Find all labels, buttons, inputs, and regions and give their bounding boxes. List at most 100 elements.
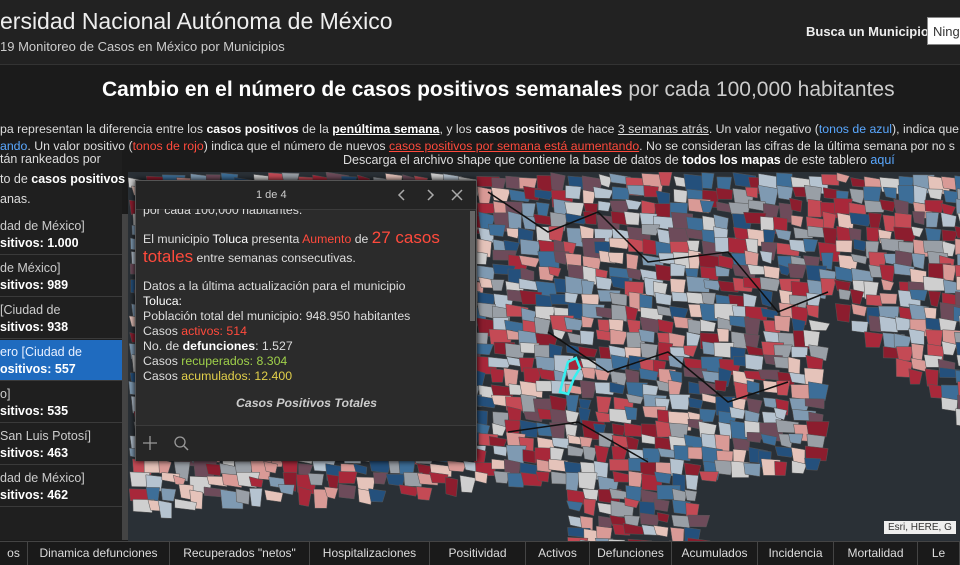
- municipality: [923, 276, 945, 291]
- list-item[interactable]: dad de México]sitivos: 1.000: [0, 214, 122, 255]
- popup-tools[interactable]: [142, 434, 202, 452]
- municipality: [957, 276, 960, 290]
- municipality: [475, 252, 487, 265]
- popup-line: No. de defunciones: 1.527: [143, 339, 293, 353]
- text-segment: tonos de rojo: [133, 139, 204, 153]
- title-light: por cada 100,000 habitantes: [628, 78, 894, 101]
- municipality: [674, 189, 688, 203]
- municipality: [688, 319, 701, 334]
- tab[interactable]: os: [0, 542, 28, 565]
- municipality: [863, 187, 881, 202]
- text-segment: : 12.400: [248, 369, 292, 383]
- tab[interactable]: Le: [918, 542, 960, 565]
- municipality: [717, 329, 729, 342]
- municipality: [249, 488, 262, 506]
- search-dropdown[interactable]: Ning: [927, 17, 960, 45]
- municipality: [775, 461, 787, 475]
- text-segment: de este tablero: [781, 153, 871, 167]
- popup-line: Toluca:: [143, 294, 182, 308]
- municipality: [610, 293, 627, 306]
- text-segment: 3 semanas atrás: [618, 122, 709, 136]
- text-segment: casos positivos: [475, 122, 567, 136]
- text-segment: : 8.304: [250, 354, 288, 368]
- item-name: dad de México]: [0, 219, 85, 233]
- tab[interactable]: Dinamica defunciones: [28, 542, 170, 565]
- text-segment: entre semanas consecutivas.: [193, 251, 356, 265]
- municipality: [206, 464, 222, 476]
- municipality: [477, 186, 492, 203]
- municipality: [492, 178, 506, 189]
- municipality: [643, 239, 657, 255]
- tab[interactable]: Acumulados: [672, 542, 758, 565]
- municipality: [808, 382, 828, 401]
- close-button[interactable]: [452, 190, 462, 200]
- popup-line: Casos acumulados: 12.400: [143, 369, 292, 383]
- municipality: [611, 305, 627, 322]
- text-segment: de: [351, 232, 372, 246]
- item-value: ositivos: 557: [0, 362, 76, 376]
- tab[interactable]: Mortalidad: [834, 542, 918, 565]
- popup-scrollbar[interactable]: [470, 211, 475, 321]
- municipality: [764, 266, 780, 279]
- municipality: [490, 369, 504, 383]
- zoom-icon[interactable]: [175, 437, 185, 447]
- municipality: [639, 329, 655, 342]
- tab[interactable]: Incidencia: [758, 542, 834, 565]
- municipality: [763, 398, 777, 409]
- municipality: [760, 277, 780, 291]
- tab[interactable]: Positividad: [430, 542, 526, 565]
- municipality: [628, 471, 642, 487]
- text-segment: No. de: [143, 339, 183, 353]
- item-name: de México]: [0, 261, 60, 275]
- municipality: [670, 263, 685, 276]
- text-segment: aquí: [870, 153, 894, 167]
- list-intro: tán rankeados por: [0, 152, 101, 166]
- tab[interactable]: Activos: [526, 542, 590, 565]
- municipality: [339, 471, 358, 483]
- list-item[interactable]: dad de México]sitivos: 462: [0, 466, 122, 507]
- list-item[interactable]: de México]sitivos: 989: [0, 256, 122, 297]
- list-item[interactable]: o]sitivos: 535: [0, 382, 122, 423]
- tab[interactable]: Defunciones: [590, 542, 672, 565]
- municipality: [685, 490, 697, 501]
- municipality: [670, 527, 684, 541]
- municipality: [791, 347, 808, 358]
- municipality: [582, 316, 594, 327]
- municipality: [668, 356, 684, 368]
- tab[interactable]: Hospitalizaciones: [310, 542, 430, 565]
- popup-toolbar: [136, 425, 476, 461]
- list-item[interactable]: San Luis Potosí]sitivos: 463: [0, 424, 122, 465]
- municipality: [821, 174, 839, 185]
- popup-controls[interactable]: [391, 187, 471, 203]
- list-item[interactable]: ero [Ciudad de ositivos: 557: [0, 340, 122, 381]
- prev-button[interactable]: [399, 190, 404, 200]
- header: ersidad Nacional Autónoma de México 19 M…: [0, 0, 960, 65]
- municipality: [654, 499, 669, 512]
- attribution: Esri, HERE, G: [884, 521, 956, 534]
- municipality: [580, 331, 594, 346]
- municipality: [580, 436, 593, 447]
- next-button[interactable]: [428, 190, 433, 200]
- text-segment: casos positivos por semana está aumentan…: [389, 139, 639, 153]
- popup-line: por cada 100,000 habitantes.: [143, 209, 302, 217]
- municipality: [598, 201, 611, 211]
- item-name: ero [Ciudad de: [0, 345, 82, 359]
- municipality: [864, 332, 883, 348]
- municipality: [520, 239, 540, 255]
- municipality: [369, 489, 386, 502]
- title-bold: Cambio en el número de casos positivos s…: [102, 78, 623, 101]
- municipality: [386, 474, 406, 486]
- item-name: o]: [0, 387, 10, 401]
- tab[interactable]: Recuperados "netos": [170, 542, 310, 565]
- description-line: ando. Un valor positivo (tonos de rojo) …: [0, 139, 955, 153]
- municipality: [836, 240, 852, 252]
- popup-line: Casos activos: 514: [143, 324, 247, 338]
- popup-body: por cada 100,000 habitantes.El municipio…: [136, 209, 468, 425]
- municipality: [669, 394, 690, 409]
- text-segment: , y los: [440, 122, 476, 136]
- scrollbar[interactable]: [122, 214, 128, 540]
- pan-icon[interactable]: [143, 436, 157, 450]
- municipality: [908, 329, 924, 345]
- municipality: [747, 432, 762, 442]
